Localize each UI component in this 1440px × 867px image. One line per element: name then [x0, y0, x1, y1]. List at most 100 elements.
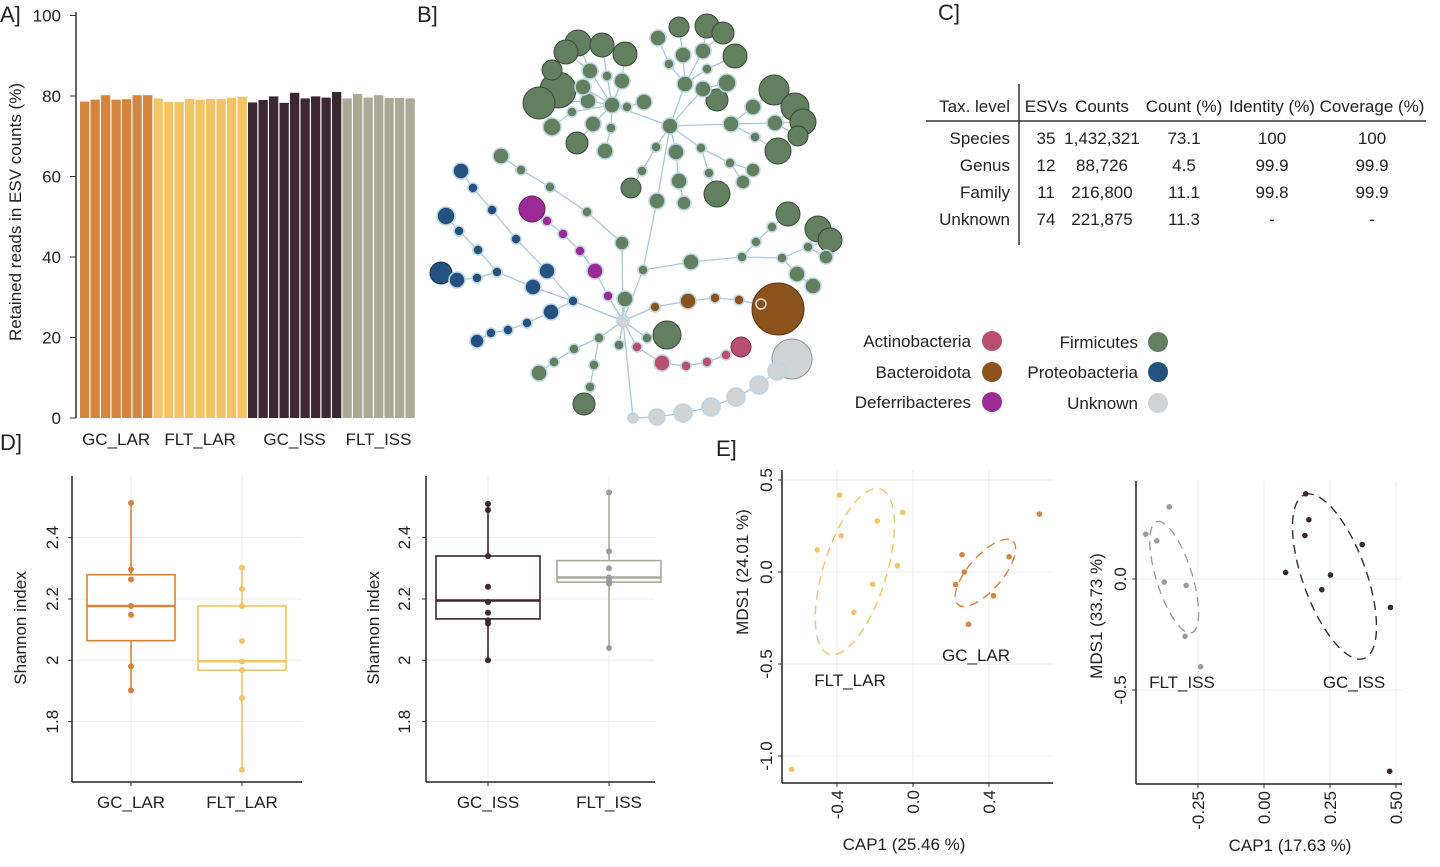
y-tick-label: 0.0: [757, 560, 776, 584]
network-node-firmicutes: [593, 332, 605, 344]
network-node-firmicutes: [788, 265, 806, 283]
network-node-firmicutes: [717, 73, 737, 93]
y-tick-label: 2: [395, 656, 414, 665]
bar-gc-lar: [80, 101, 90, 418]
network-node-proteobacteria: [452, 162, 470, 180]
network-node-deferribacteres: [541, 215, 553, 227]
data-point: [1302, 532, 1308, 539]
data-point: [899, 509, 906, 516]
boxplot-d2: 1.8 2 2.2 2.4 Shannon index GC_ISS FLT_ISS: [364, 476, 662, 812]
legend-swatch-proteobacteria: [1148, 362, 1168, 382]
table-cell: 12: [1037, 156, 1056, 175]
data-point: [239, 667, 245, 674]
network-node-firmicutes: [565, 131, 589, 155]
y-axis-label: Shannon index: [11, 571, 30, 685]
data-point: [869, 581, 876, 588]
bar-gc-iss: [332, 91, 342, 418]
network-node-deferribacteres: [586, 262, 604, 280]
panel-c-table: Tax. level ESVs Counts Count (%) Identity (%…: [926, 84, 1426, 245]
legend-swatch-firmicutes: [1148, 332, 1168, 352]
table-row: Family 11 216,800 11.1 99.8 99.9: [960, 183, 1389, 202]
network-node-firmicutes: [668, 16, 690, 38]
network-node-firmicutes: [735, 174, 751, 190]
data-point: [952, 581, 959, 588]
network-node-proteobacteria: [472, 244, 484, 256]
data-point: [1154, 538, 1160, 544]
network-node-firmicutes: [705, 88, 729, 112]
network-node-firmicutes: [804, 277, 822, 295]
data-point: [1142, 531, 1149, 537]
y-tick-label: 2.2: [43, 587, 62, 611]
data-point: [894, 562, 901, 569]
table-cell: 100: [1258, 129, 1286, 148]
table-cell: 11: [1037, 183, 1055, 202]
data-point: [485, 583, 491, 590]
bar-flt-lar: [195, 99, 205, 418]
network-node-proteobacteria: [467, 182, 479, 194]
table-row: Genus 12 88,726 4.5 99.9 99.9: [960, 156, 1389, 175]
network-node-firmicutes: [548, 356, 560, 368]
bar-gc-iss: [290, 92, 300, 418]
network-node-actinobacteria: [680, 360, 692, 372]
table-cell: 11.3: [1168, 210, 1200, 229]
network-node-deferribacteres: [518, 195, 546, 223]
x-tick-label: GC_LAR: [97, 793, 165, 812]
table-header: Tax. level: [939, 97, 1010, 116]
network-node-firmicutes: [574, 78, 592, 96]
table-header: Identity (%): [1229, 97, 1315, 116]
network-node-firmicutes: [750, 236, 762, 248]
network-node-proteobacteria: [469, 333, 485, 349]
network-node-firmicutes: [596, 142, 614, 160]
bar-gc-lar: [111, 99, 121, 418]
network-node-firmicutes: [589, 32, 615, 58]
data-point: [128, 611, 134, 618]
x-tick-label: FLT_LAR: [164, 430, 236, 449]
data-point: [1302, 490, 1309, 497]
data-point: [485, 553, 491, 560]
bar-gc-lar: [122, 99, 132, 418]
bar-flt-iss: [384, 98, 394, 418]
network-node-unknown: [749, 375, 769, 395]
network-node-firmicutes: [553, 39, 579, 65]
network-node-firmicutes: [722, 43, 748, 69]
network-node-firmicutes: [581, 62, 599, 80]
data-point: [485, 657, 491, 664]
network-node-firmicutes: [605, 122, 617, 134]
network-node-deferribacteres: [574, 245, 586, 257]
bar-gc-iss: [300, 98, 310, 418]
panel-b-network: Actinobacteria Bacteroidota Deferribactere…: [429, 13, 1168, 426]
network-node-unknown: [648, 408, 666, 426]
network-node-firmicutes: [802, 241, 814, 253]
data-point: [128, 687, 134, 694]
y-tick-label: 20: [42, 329, 61, 348]
bar-flt-iss: [374, 95, 384, 418]
y-tick-label: 0.0: [1111, 567, 1130, 591]
data-point: [239, 585, 245, 592]
legend-label-proteobacteria: Proteobacteria: [1027, 363, 1138, 382]
network-node-firmicutes: [612, 41, 638, 67]
data-point: [1166, 504, 1173, 510]
network-node-proteobacteria: [485, 327, 497, 339]
network-node-proteobacteria: [502, 324, 514, 336]
x-tick-label: 0.00: [1255, 791, 1274, 824]
bar-flt-iss: [353, 93, 363, 419]
x-tick-label: GC_LAR: [82, 430, 150, 449]
network-node-bacteroidota: [679, 292, 697, 310]
panel-label-b: B]: [417, 2, 438, 27]
network-node-firmicutes: [776, 252, 788, 264]
x-tick-label: GC_ISS: [457, 793, 519, 812]
table-cell: 1,432,321: [1064, 129, 1140, 148]
network-node-firmicutes: [584, 115, 602, 133]
data-point: [1197, 663, 1204, 670]
network-node-firmicutes: [818, 249, 834, 265]
data-point: [1327, 572, 1334, 578]
network-node-firmicutes: [544, 181, 556, 193]
data-point: [128, 499, 134, 506]
bar-flt-lar: [206, 98, 216, 418]
network-node-firmicutes: [614, 235, 630, 251]
y-tick-label: 80: [42, 87, 61, 106]
network-node-proteobacteria: [524, 278, 542, 296]
network-node-proteobacteria: [436, 206, 456, 226]
network-node-firmicutes: [542, 117, 562, 137]
bar-flt-iss: [342, 98, 352, 418]
